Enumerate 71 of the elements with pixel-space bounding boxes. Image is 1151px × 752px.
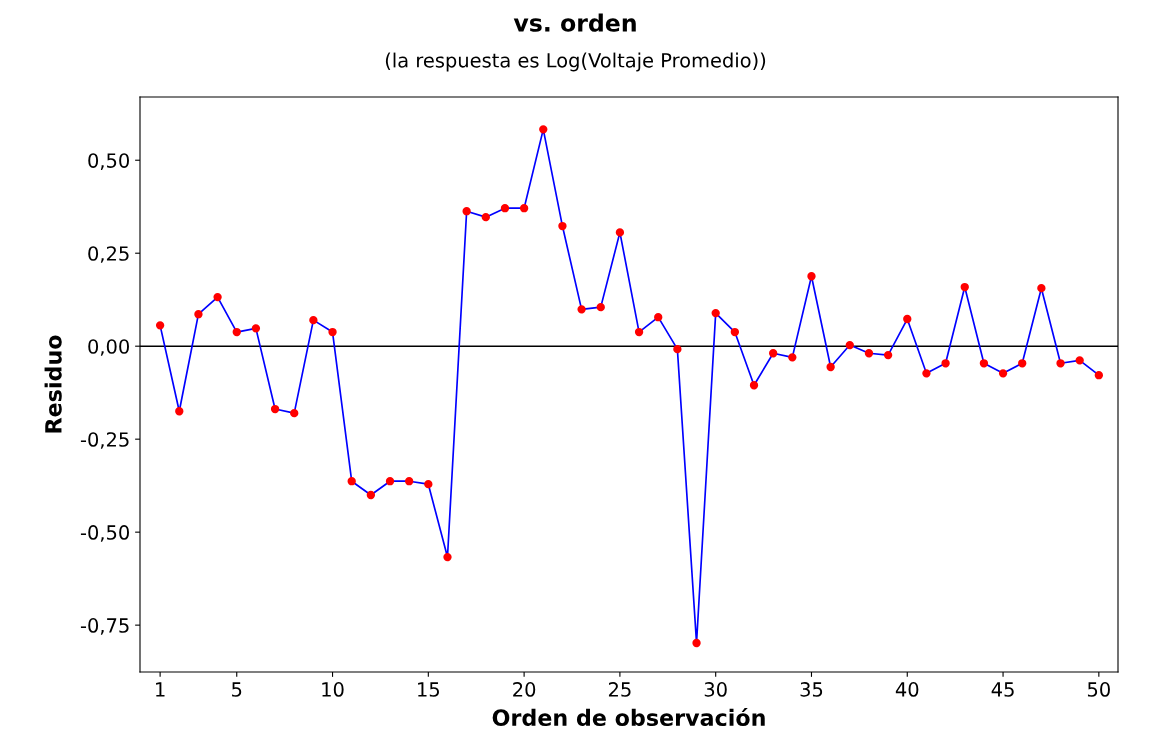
point <box>481 212 490 222</box>
point <box>768 349 778 358</box>
point <box>270 404 280 414</box>
point <box>232 327 241 337</box>
point <box>539 125 548 134</box>
point <box>1037 284 1046 293</box>
x-tick-label: 40 <box>895 682 919 697</box>
point <box>749 381 759 390</box>
point <box>903 314 912 324</box>
point <box>1018 359 1027 368</box>
point <box>328 327 337 337</box>
point <box>634 327 644 337</box>
point <box>577 305 586 314</box>
point <box>309 315 318 325</box>
y-tick-label: 0,00 <box>88 339 129 356</box>
point <box>960 282 969 292</box>
point <box>366 490 376 500</box>
x-tick-label: 25 <box>608 682 631 697</box>
point <box>251 324 261 333</box>
point <box>194 310 203 319</box>
point <box>864 349 874 358</box>
point <box>615 228 625 237</box>
x-tick-label: 20 <box>513 682 536 697</box>
point <box>596 302 605 312</box>
point <box>290 408 299 418</box>
point <box>788 353 797 362</box>
point <box>424 480 433 489</box>
point <box>845 340 854 350</box>
x-tick-label: 10 <box>322 682 344 697</box>
point <box>941 359 950 368</box>
point <box>500 204 510 213</box>
point <box>654 313 663 322</box>
point <box>155 321 165 330</box>
point <box>883 350 893 360</box>
chart-subtitle: (la respuesta es Log(Voltaje Promedio)) <box>385 52 766 72</box>
x-tick-label: 5 <box>232 682 242 697</box>
x-tick-label: 30 <box>704 682 727 697</box>
y-tick-label: 0,50 <box>88 153 129 170</box>
point <box>730 327 740 337</box>
point <box>213 292 222 302</box>
point <box>405 477 414 486</box>
point <box>385 477 395 486</box>
point <box>347 477 356 486</box>
point <box>922 369 931 378</box>
chart-title: vs. orden <box>513 13 636 32</box>
point <box>443 552 452 562</box>
point <box>462 207 471 216</box>
point <box>1094 371 1104 380</box>
point <box>673 345 682 354</box>
x-tick-label: 15 <box>418 682 439 697</box>
y-tick-label: 0,25 <box>88 246 129 263</box>
y-tick-label: -0,25 <box>80 432 129 449</box>
x-axis-title: Orden de observación <box>492 707 765 727</box>
point <box>711 308 720 318</box>
point <box>979 359 989 368</box>
x-tick-label: 45 <box>991 682 1014 697</box>
point <box>558 221 567 231</box>
point <box>1056 359 1065 368</box>
x-tick-label: 50 <box>1087 682 1110 697</box>
x-tick-label: 1 <box>156 682 165 697</box>
point <box>692 638 701 648</box>
point <box>1075 356 1084 365</box>
y-tick-label: -0,50 <box>80 525 129 542</box>
y-tick-label: -0,75 <box>80 618 129 635</box>
point <box>826 362 835 372</box>
point <box>807 272 816 281</box>
point <box>519 204 529 213</box>
point <box>998 369 1008 378</box>
point <box>175 407 184 416</box>
x-tick-label: 35 <box>800 682 823 697</box>
y-axis-title: Residuo <box>44 335 62 433</box>
